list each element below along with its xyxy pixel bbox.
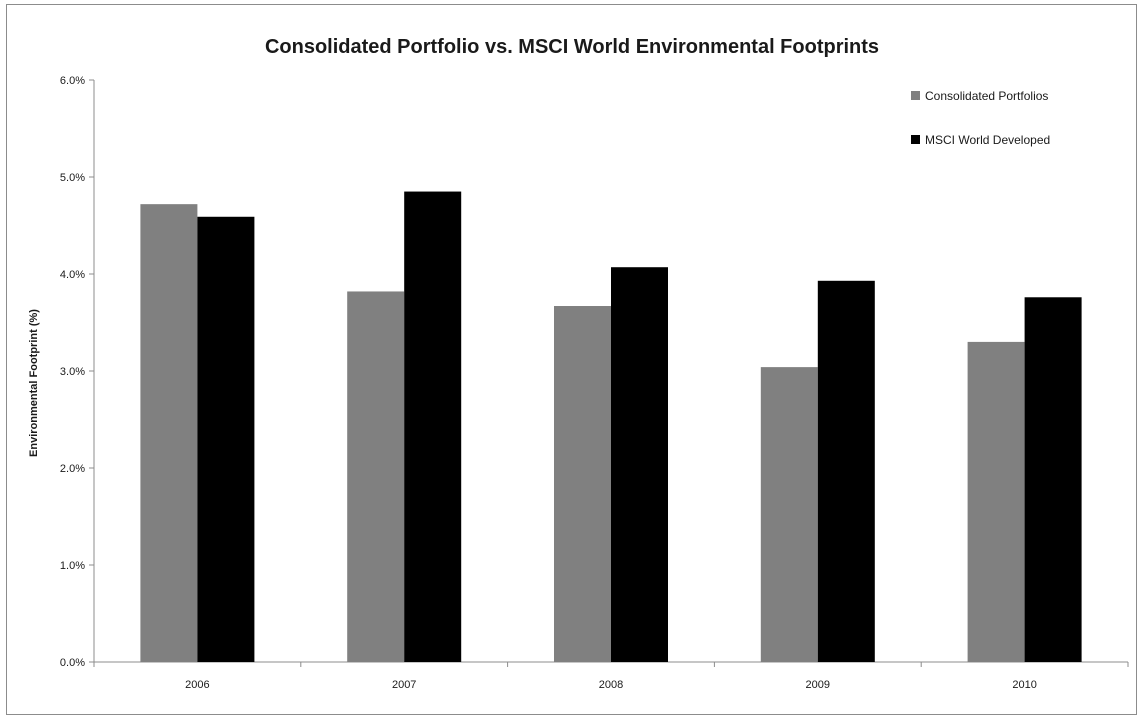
x-tick-label: 2008	[599, 679, 623, 691]
y-axis-ticks: 0.0% 1.0% 2.0% 3.0% 4.0% 5.0% 6.0%	[60, 75, 94, 669]
legend-label: MSCI World Developed	[925, 133, 1050, 147]
legend-label: Consolidated Portfolios	[925, 89, 1048, 103]
bar-msci-2009	[817, 280, 875, 662]
bar-consolidated-2009	[760, 367, 818, 662]
y-tick-label: 3.0%	[60, 366, 85, 378]
bar-msci-2008	[611, 267, 668, 662]
y-tick-label: 2.0%	[60, 463, 85, 475]
y-tick-label: 0.0%	[60, 657, 85, 669]
x-tick-label: 2006	[185, 679, 209, 691]
legend: Consolidated Portfolios MSCI World Develo…	[911, 89, 1050, 147]
x-tick-label: 2010	[1012, 679, 1036, 691]
x-axis-ticks: 2006 2007 2008 2009 2010	[93, 662, 1129, 691]
x-tick-label: 2009	[806, 679, 830, 691]
y-tick-label: 4.0%	[60, 269, 85, 281]
chart-title: Consolidated Portfolio vs. MSCI World En…	[265, 36, 879, 58]
y-tick-label: 5.0%	[60, 172, 85, 184]
y-axis-title: Environmental Footprint (%)	[28, 309, 40, 457]
bar-consolidated-2006	[140, 204, 198, 662]
bar-consolidated-2007	[347, 291, 405, 662]
y-tick-label: 6.0%	[60, 75, 85, 87]
bars	[140, 191, 1082, 663]
bar-msci-2010	[1024, 297, 1082, 662]
legend-swatch	[911, 135, 920, 144]
legend-swatch	[911, 91, 920, 100]
bar-consolidated-2010	[967, 341, 1025, 662]
bar-msci-2007	[404, 191, 462, 663]
bar-consolidated-2008	[554, 306, 611, 662]
bar-msci-2006	[197, 216, 255, 662]
x-tick-label: 2007	[392, 679, 416, 691]
y-tick-label: 1.0%	[60, 560, 85, 572]
